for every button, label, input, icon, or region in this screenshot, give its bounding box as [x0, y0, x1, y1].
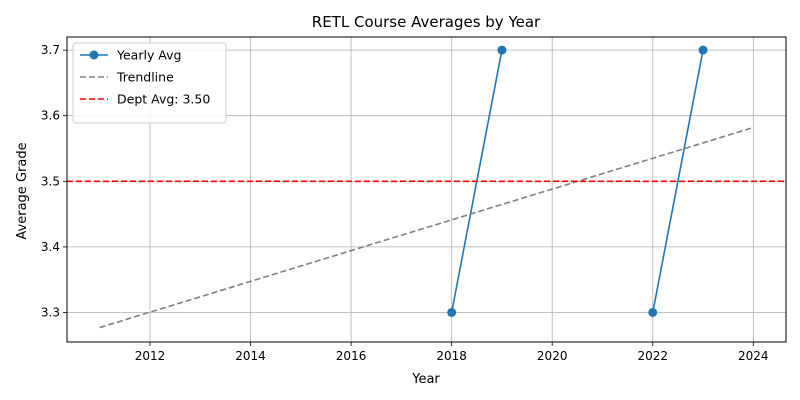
yearly-avg-point: [447, 307, 457, 317]
chart-title: RETL Course Averages by Year: [312, 13, 541, 31]
y-tick-label: 3.5: [41, 174, 60, 188]
series-layer: [67, 45, 786, 329]
legend-label: Trendline: [116, 70, 174, 85]
axes-frame: [66, 36, 787, 343]
yearly-avg-point: [698, 45, 708, 55]
legend: Yearly Avg Trendline Dept Avg: 3.50: [72, 42, 227, 124]
y-tick-label: 3.7: [41, 43, 60, 57]
x-tick-label: 2018: [436, 349, 467, 363]
x-tick-label: 2020: [537, 349, 568, 363]
ticks: 2012 2014 2016 2018 2020 2022 2024 3.3 3.4 3.5 3.6…: [41, 43, 769, 363]
x-tick-label: 2024: [738, 349, 769, 363]
yearly-avg-line: [651, 49, 704, 313]
legend-box: [72, 42, 227, 124]
legend-marker: [89, 50, 99, 60]
y-tick-label: 3.4: [41, 240, 60, 254]
x-axis-label: Year: [411, 372, 440, 387]
y-axis-label: Average Grade: [15, 142, 30, 239]
legend-label: Yearly Avg: [116, 48, 181, 63]
x-tick-label: 2012: [135, 349, 166, 363]
y-tick-label: 3.6: [41, 109, 60, 123]
x-tick-label: 2014: [235, 349, 266, 363]
yearly-avg-point: [497, 45, 507, 55]
legend-label: Dept Avg: 3.50: [117, 92, 210, 107]
x-tick-label: 2016: [336, 349, 367, 363]
yearly-avg-point: [648, 307, 658, 317]
y-tick-label: 3.3: [41, 305, 60, 319]
trendline: [99, 126, 754, 329]
x-tick-label: 2022: [637, 349, 668, 363]
